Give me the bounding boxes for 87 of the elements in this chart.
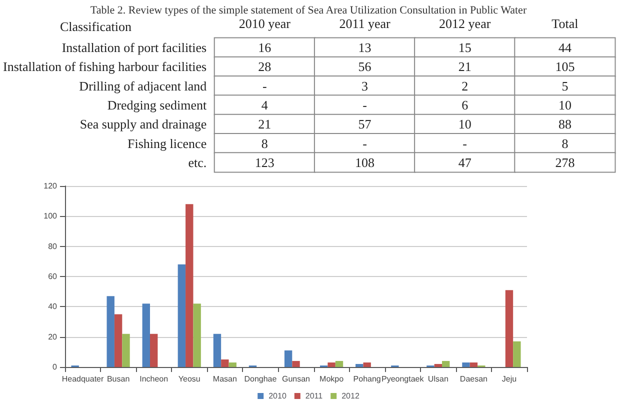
x-tick-label: Pyeongtaek — [381, 374, 425, 384]
bar — [284, 350, 292, 367]
text: 10 — [558, 98, 572, 112]
text: 88 — [558, 116, 572, 132]
text: 28 — [258, 59, 272, 74]
x-tick-label: Gunsan — [282, 374, 310, 384]
y-tick-label: 80 — [48, 242, 58, 251]
x-tick-label: Ulsan — [428, 374, 448, 384]
text: 16 — [258, 40, 272, 56]
text: 5 — [562, 78, 568, 94]
category-label: Total — [552, 16, 579, 31]
category-label: Installation of fishing harbour facilities — [2, 59, 207, 74]
x-tick-label: Headquater — [62, 374, 104, 384]
y-tick-label: 20 — [48, 332, 58, 342]
bar — [292, 360, 300, 367]
text: - — [462, 136, 468, 151]
x-tick-label: Pohang — [353, 374, 381, 384]
text: 8 — [261, 136, 268, 151]
x-tick-label: Donghae — [244, 374, 278, 384]
category-label: Installation of port facilities — [62, 40, 207, 56]
y-tick-label: 60 — [48, 272, 58, 281]
text: 13 — [358, 40, 372, 56]
text: 21 — [258, 116, 272, 132]
bar — [178, 264, 186, 367]
text: - — [362, 98, 367, 112]
text: 278 — [555, 154, 575, 170]
bar — [442, 360, 450, 367]
text: - — [362, 136, 367, 151]
bar — [356, 364, 364, 367]
bar — [106, 296, 114, 367]
bar — [513, 341, 521, 367]
text: 105 — [555, 59, 575, 74]
bar — [122, 334, 130, 367]
text: 8 — [562, 136, 568, 151]
y-tick-label: 0 — [52, 362, 58, 372]
x-tick-label: Busan — [106, 374, 130, 384]
text: 10 — [458, 116, 472, 132]
y-tick-label: 100 — [44, 212, 58, 221]
legend-label: 2012 — [342, 392, 360, 400]
x-tick-label: Daesan — [460, 374, 488, 384]
category-label: Dredging sediment — [107, 98, 207, 112]
category-label: 2010 year — [238, 16, 292, 31]
x-tick-label: Incheon — [140, 374, 168, 384]
text: Table 2. Review types of the simple statement of Sea Area Utilization Consultation in Public Water — [90, 4, 527, 16]
category-label: Fishing licence — [128, 136, 207, 151]
text: 44 — [558, 40, 572, 56]
legend-label: 2011 — [305, 392, 324, 400]
bar — [462, 362, 470, 367]
text: 108 — [355, 154, 375, 170]
x-tick-label: Jeju — [502, 374, 517, 384]
legend-label: 2010 — [268, 392, 287, 400]
y-tick-label: 120 — [44, 182, 58, 190]
text: 57 — [358, 116, 372, 132]
x-tick-label: Mokpo — [320, 374, 344, 384]
bar — [114, 314, 122, 367]
text: Classification — [60, 19, 132, 34]
text: 47 — [458, 154, 472, 170]
bar — [150, 334, 158, 367]
category-label: Drilling of adjacent land — [79, 78, 207, 94]
y-tick-label: 40 — [48, 302, 58, 312]
bar — [193, 304, 201, 367]
text: 6 — [462, 98, 468, 112]
bar — [470, 362, 478, 367]
category-label: etc. — [188, 154, 207, 170]
text: 3 — [362, 78, 368, 94]
text: - — [262, 78, 267, 94]
bar — [434, 364, 442, 367]
bar — [335, 360, 344, 367]
category-label: 2012 year — [439, 16, 492, 31]
bar — [142, 304, 150, 367]
bar — [505, 290, 514, 367]
text: 2 — [462, 78, 468, 94]
x-tick-label: Yeosu — [178, 374, 200, 384]
bar — [363, 362, 371, 367]
text: 4 — [261, 98, 268, 112]
category-label: Sea supply and drainage — [80, 116, 207, 132]
text: 123 — [254, 154, 274, 170]
x-tick-label: Masan — [212, 374, 237, 384]
bar — [213, 334, 222, 367]
bar — [186, 204, 194, 367]
text: 56 — [358, 59, 372, 74]
text: 15 — [458, 40, 472, 56]
text: 21 — [458, 59, 472, 74]
bar — [328, 362, 336, 367]
bar — [221, 359, 229, 367]
bar — [228, 362, 236, 367]
category-label: 2011 year — [339, 16, 391, 31]
